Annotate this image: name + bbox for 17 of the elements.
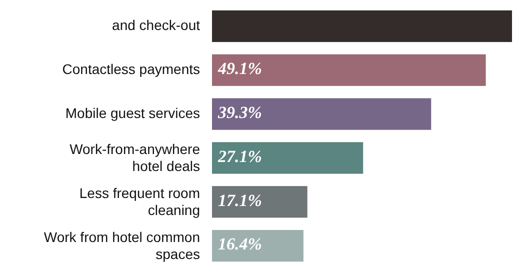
data-label: 49.1% — [217, 59, 262, 78]
data-label: 17.1% — [218, 190, 262, 210]
data-label: 39.3% — [217, 102, 262, 122]
bar — [212, 54, 486, 86]
data-label: 27.1% — [217, 146, 262, 166]
y-tick-label: Contactless payments — [62, 60, 200, 77]
y-tick-label: Work from hotel common spaces — [44, 228, 200, 262]
y-tick-label: Less frequent room cleaning — [79, 184, 200, 218]
y-tick-label: and check-out — [112, 16, 200, 33]
bar — [212, 186, 308, 218]
data-label: 16.4% — [218, 234, 262, 254]
bar — [212, 142, 364, 174]
y-tick-label: Work-from-anywhere hotel deals — [70, 140, 200, 174]
bar — [212, 10, 512, 42]
bar — [212, 98, 432, 130]
bar — [212, 230, 304, 262]
y-tick-label: Mobile guest services — [65, 104, 200, 121]
